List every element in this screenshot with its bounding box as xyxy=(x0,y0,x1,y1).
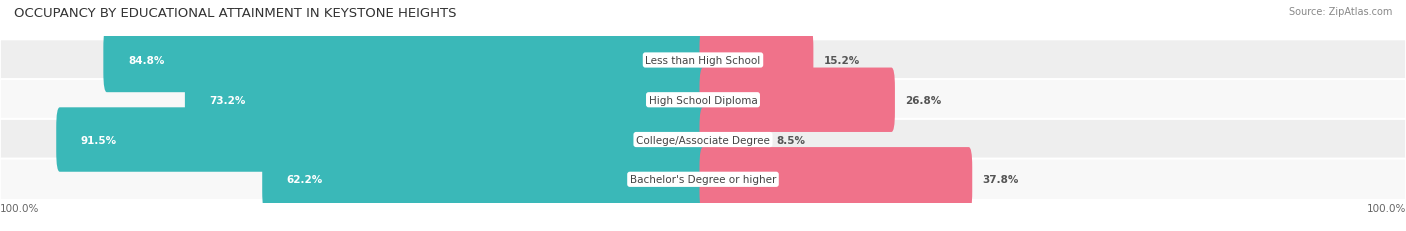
Text: Less than High School: Less than High School xyxy=(645,56,761,66)
FancyBboxPatch shape xyxy=(700,68,896,132)
FancyBboxPatch shape xyxy=(104,29,707,93)
FancyBboxPatch shape xyxy=(700,108,766,172)
FancyBboxPatch shape xyxy=(56,108,707,172)
Text: 37.8%: 37.8% xyxy=(983,175,1019,185)
FancyBboxPatch shape xyxy=(700,29,814,93)
Text: Bachelor's Degree or higher: Bachelor's Degree or higher xyxy=(630,175,776,185)
FancyBboxPatch shape xyxy=(262,147,707,212)
Text: 62.2%: 62.2% xyxy=(287,175,323,185)
FancyBboxPatch shape xyxy=(0,159,1406,200)
FancyBboxPatch shape xyxy=(0,40,1406,81)
Text: 15.2%: 15.2% xyxy=(824,56,860,66)
Text: 73.2%: 73.2% xyxy=(209,95,246,105)
Text: 100.0%: 100.0% xyxy=(1367,203,1406,213)
FancyBboxPatch shape xyxy=(0,80,1406,121)
Text: 84.8%: 84.8% xyxy=(128,56,165,66)
Text: Source: ZipAtlas.com: Source: ZipAtlas.com xyxy=(1288,7,1392,17)
FancyBboxPatch shape xyxy=(186,68,707,132)
Text: 8.5%: 8.5% xyxy=(778,135,806,145)
Text: 100.0%: 100.0% xyxy=(0,203,39,213)
Text: 26.8%: 26.8% xyxy=(905,95,942,105)
FancyBboxPatch shape xyxy=(0,119,1406,161)
FancyBboxPatch shape xyxy=(700,147,973,212)
Text: 91.5%: 91.5% xyxy=(82,135,117,145)
Text: OCCUPANCY BY EDUCATIONAL ATTAINMENT IN KEYSTONE HEIGHTS: OCCUPANCY BY EDUCATIONAL ATTAINMENT IN K… xyxy=(14,7,457,20)
Text: College/Associate Degree: College/Associate Degree xyxy=(636,135,770,145)
Text: High School Diploma: High School Diploma xyxy=(648,95,758,105)
